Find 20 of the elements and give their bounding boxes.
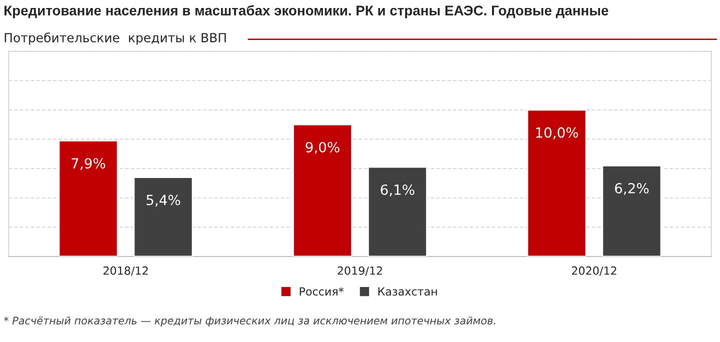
chart-subtitle: Потребительские кредиты к ВВП <box>4 32 226 45</box>
bar <box>602 164 662 256</box>
bar <box>526 109 587 256</box>
bar <box>133 176 194 256</box>
data-label: 6,2% <box>615 182 649 195</box>
x-tick-label: 2018/12 <box>103 266 148 276</box>
data-label: 6,1% <box>380 184 414 196</box>
data-label: 7,9% <box>72 158 106 170</box>
legend-label: Казахстан <box>378 287 437 296</box>
bar <box>368 166 428 256</box>
data-label: 5,4% <box>146 194 180 207</box>
bar <box>58 140 118 256</box>
x-tick-label: 2020/12 <box>572 266 616 276</box>
data-label: 9,0% <box>306 142 340 154</box>
chart-title: Кредитование населения в масштабах экономики. РК и страны ЕАЭС. Годовые данные <box>4 5 608 18</box>
legend-label: Россия* <box>300 287 344 296</box>
data-label: 10,0% <box>536 127 578 140</box>
bar <box>292 124 352 256</box>
text: * Расчётный показатель — кредиты физических лиц за исключением ипотечных займов. <box>4 316 496 327</box>
x-tick-label: 2019/12 <box>338 266 382 276</box>
